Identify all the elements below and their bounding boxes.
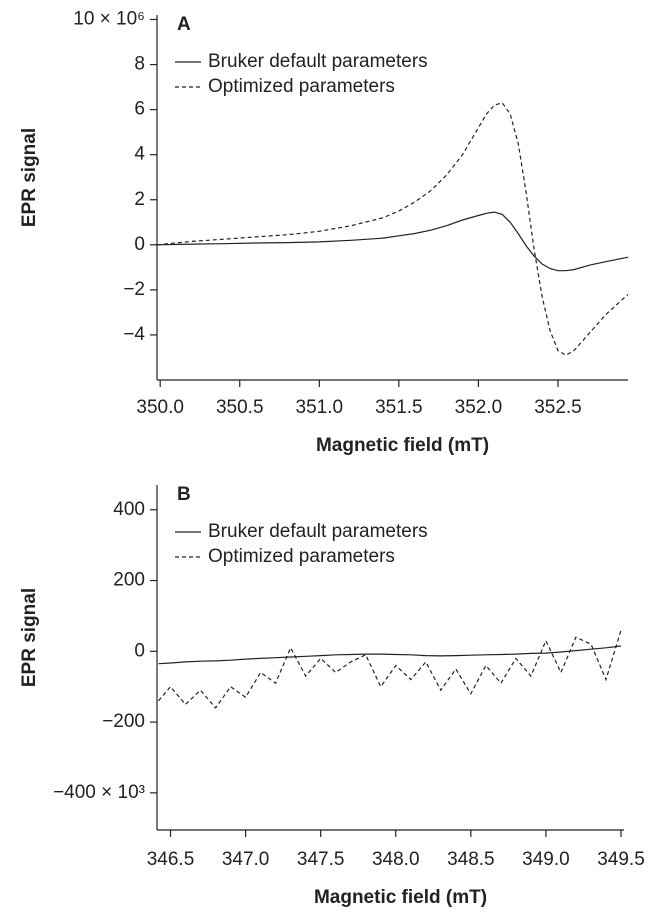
x-tick-label: 351.5 [375, 397, 423, 418]
series-line [158, 645, 622, 665]
y-tick-label: 200 [113, 570, 145, 591]
y-tick-label: 10 × 10⁶ [73, 9, 145, 30]
legend-label: Bruker default parameters [208, 51, 428, 72]
y-tick-label: 2 [134, 189, 145, 210]
y-tick-label: 400 [113, 499, 145, 520]
panel-label: B [177, 484, 191, 505]
series-line [156, 102, 629, 356]
x-tick-label: 352.5 [534, 397, 582, 418]
y-axis-title: EPR signal [19, 128, 40, 227]
y-tick-label: −400 × 10³ [53, 782, 145, 803]
y-tick-label: 6 [134, 99, 145, 120]
x-tick-label: 350.0 [136, 397, 184, 418]
y-tick-label: −200 [102, 711, 145, 732]
x-tick-label: 352.0 [455, 397, 503, 418]
x-tick-label: 349.0 [522, 849, 570, 870]
y-tick-label: 0 [134, 234, 145, 255]
y-axis-title: EPR signal [19, 588, 40, 687]
x-tick-label: 351.0 [296, 397, 344, 418]
legend-label: Bruker default parameters [208, 521, 428, 542]
x-axis-title: Magnetic field (mT) [314, 887, 487, 908]
series-line [158, 629, 622, 709]
x-tick-label: 346.5 [147, 849, 195, 870]
x-tick-label: 347.0 [222, 849, 270, 870]
x-tick-label: 348.5 [447, 849, 495, 870]
x-tick-label: 348.0 [372, 849, 420, 870]
legend-label: Optimized parameters [208, 76, 395, 97]
x-tick-label: 349.5 [597, 849, 645, 870]
y-tick-label: 4 [134, 144, 145, 165]
y-tick-label: −2 [123, 279, 145, 300]
x-axis-title: Magnetic field (mT) [316, 435, 489, 456]
y-tick-label: −4 [123, 324, 145, 345]
panel-label: A [177, 14, 191, 35]
x-tick-label: 350.5 [216, 397, 264, 418]
y-tick-label: 8 [134, 54, 145, 75]
y-tick-label: 0 [134, 640, 145, 661]
x-tick-label: 347.5 [297, 849, 345, 870]
series-line [156, 211, 629, 272]
legend-label: Optimized parameters [208, 546, 395, 567]
